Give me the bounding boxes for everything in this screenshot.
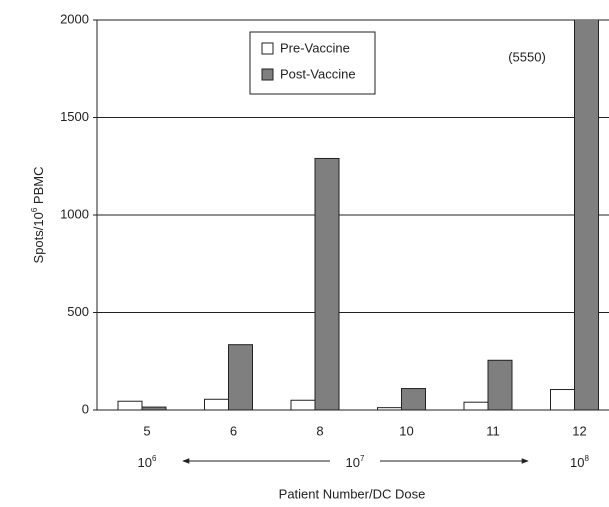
- y-tick-label: 1000: [60, 206, 89, 221]
- y-tick-label: 0: [82, 401, 89, 416]
- x-axis-label: Patient Number/DC Dose: [279, 486, 426, 501]
- legend-box: [249, 31, 376, 95]
- bar: [204, 398, 229, 410]
- legend-swatch: [261, 42, 274, 55]
- bar: [314, 157, 340, 410]
- bar: [550, 389, 575, 410]
- bar: [117, 400, 143, 410]
- annotation: (5550): [508, 49, 546, 64]
- x-tick-label: 6: [230, 423, 237, 438]
- y-axis-label: Spots/106 PBMC: [30, 167, 46, 264]
- bar: [228, 344, 253, 410]
- bars: [117, 20, 599, 410]
- legend-label: Post-Vaccine: [280, 66, 356, 81]
- y-tick-label: 2000: [60, 11, 89, 26]
- y-tick-label: 1500: [60, 109, 89, 124]
- legend-swatch: [261, 68, 274, 81]
- dose-label: 108: [570, 454, 589, 470]
- bar: [487, 359, 513, 410]
- dose-label: 107: [346, 454, 365, 470]
- x-tick-label: 12: [572, 423, 586, 438]
- bar: [401, 388, 426, 410]
- x-tick-label: 8: [316, 423, 323, 438]
- legend-label: Pre-Vaccine: [280, 40, 350, 55]
- x-tick-label: 11: [486, 423, 500, 438]
- y-tick-label: 500: [67, 304, 89, 319]
- bar: [463, 401, 489, 410]
- grid: [97, 19, 609, 411]
- dose-label: 106: [138, 454, 157, 470]
- x-tick-label: 10: [399, 423, 413, 438]
- bar: [574, 20, 599, 410]
- bar: [141, 406, 167, 410]
- bar: [377, 407, 402, 410]
- bar: [290, 399, 316, 410]
- x-tick-label: 5: [143, 423, 150, 438]
